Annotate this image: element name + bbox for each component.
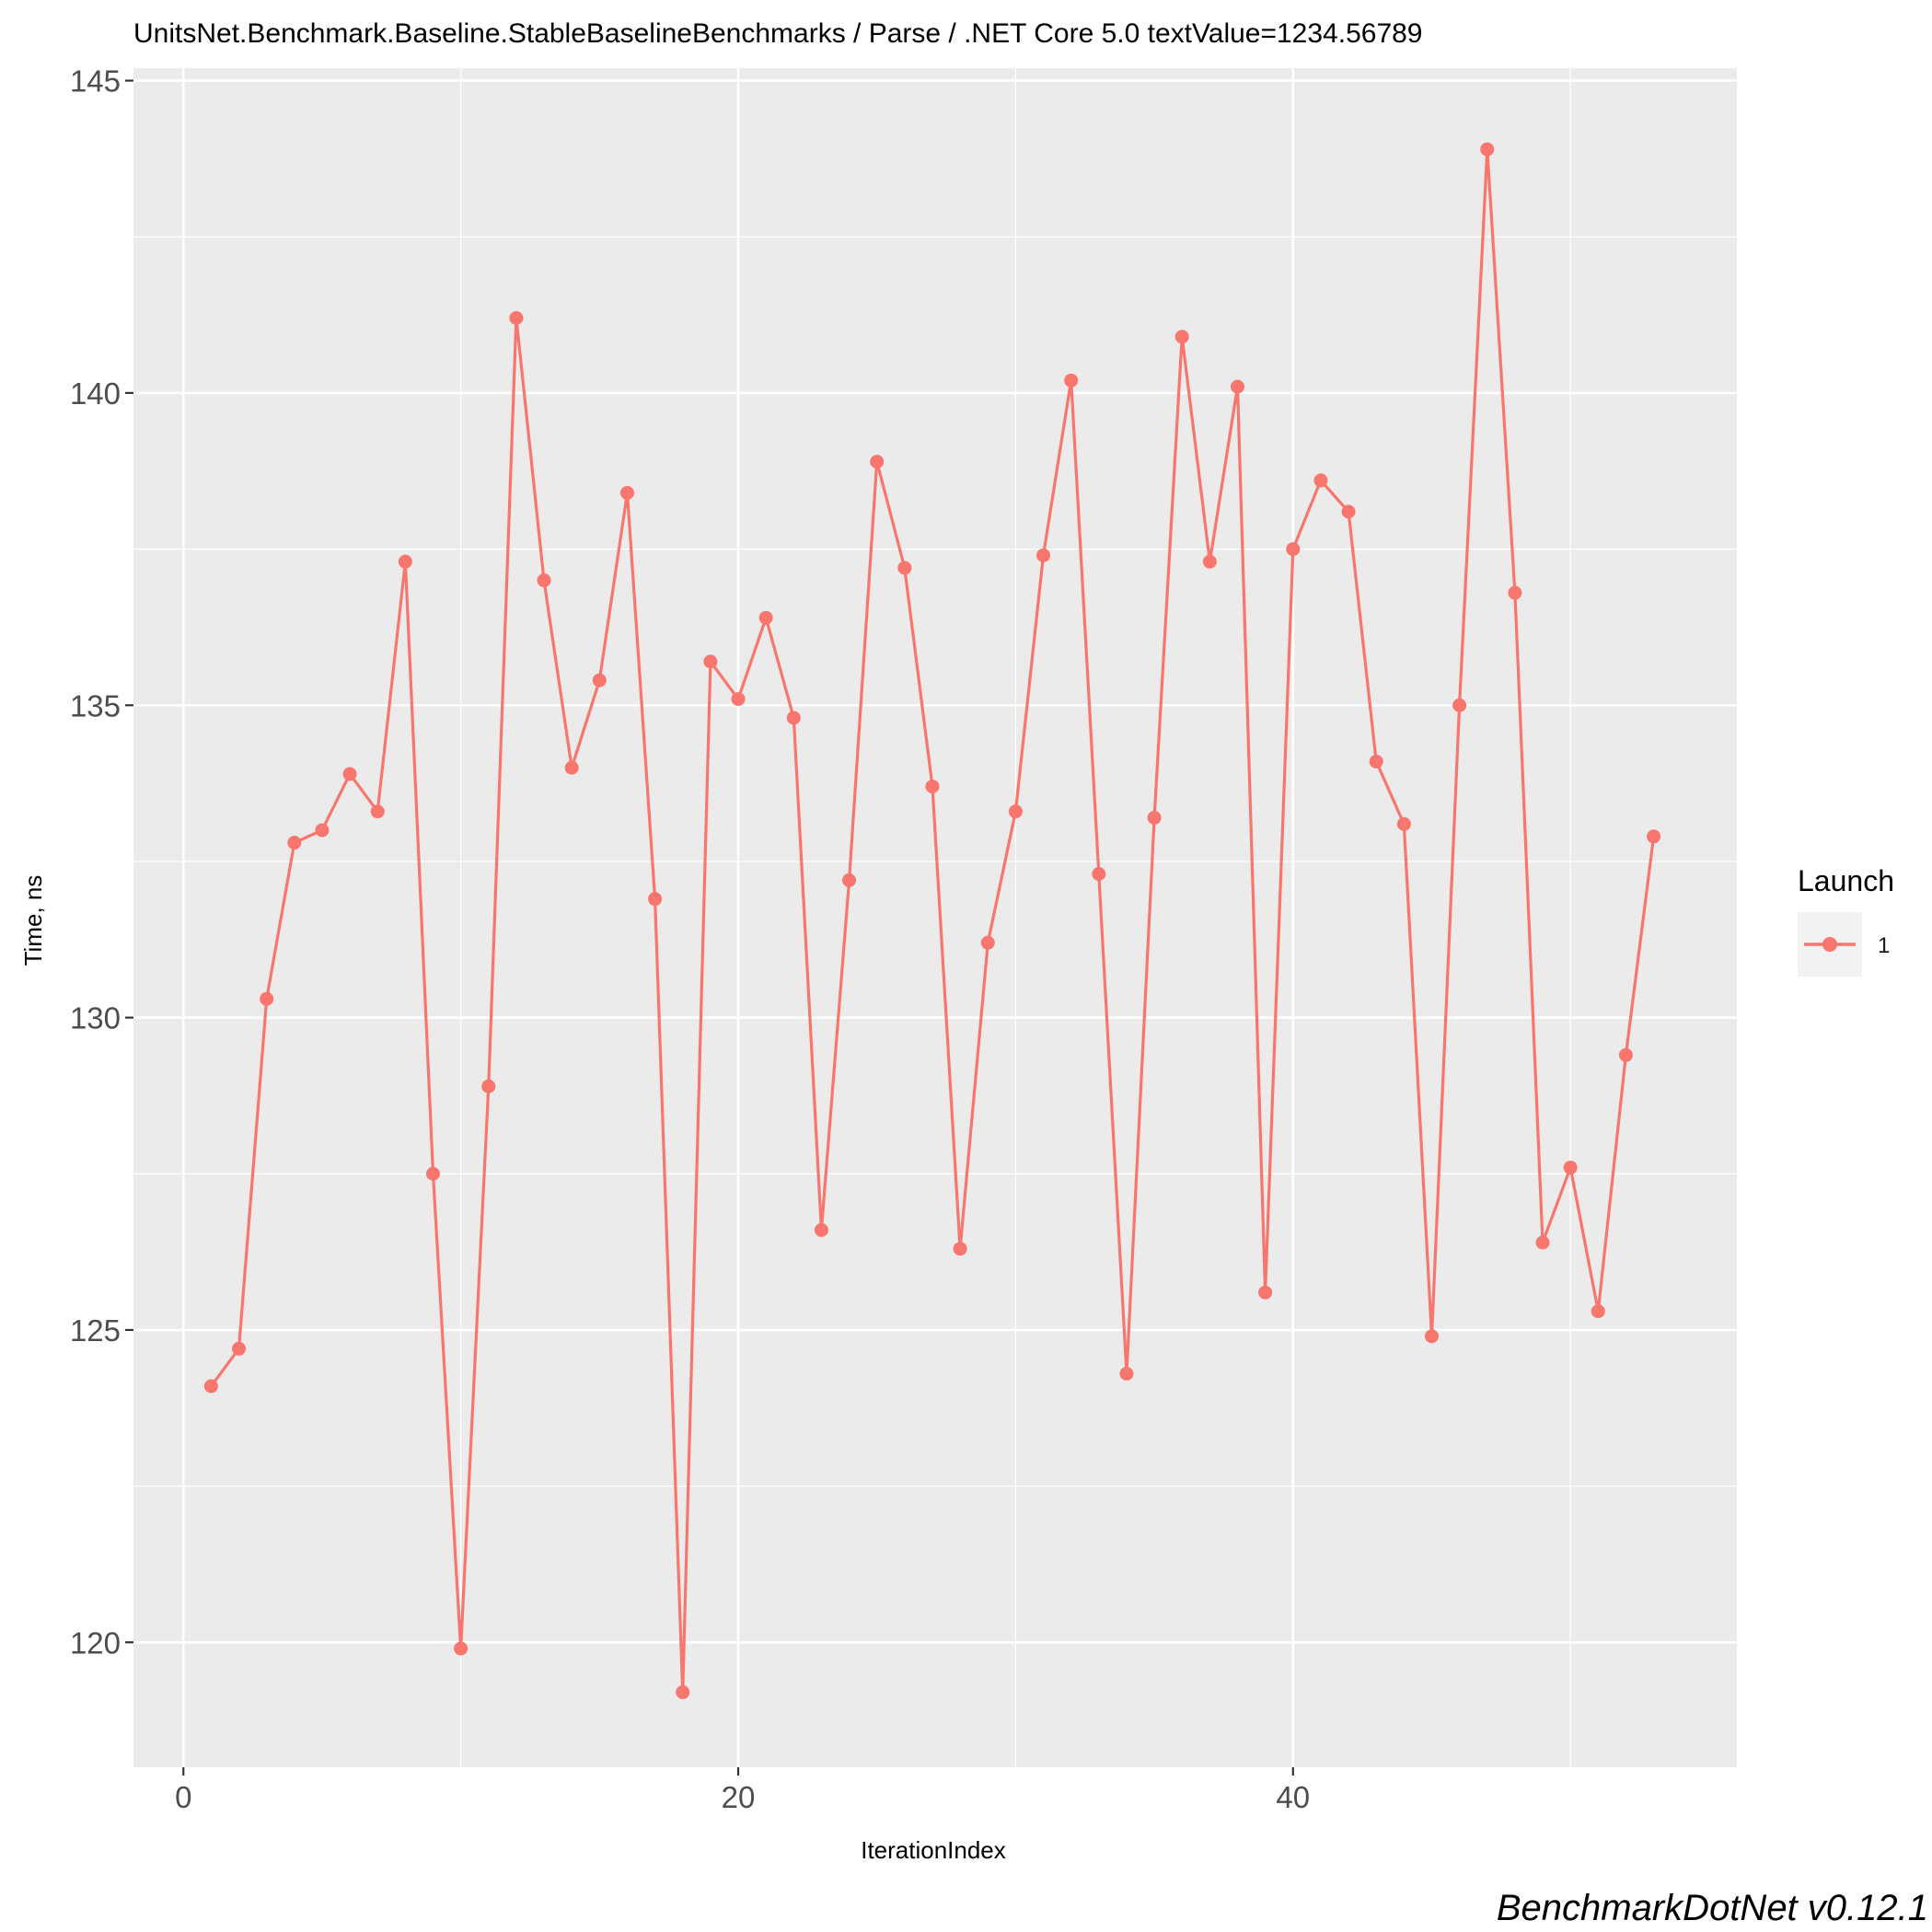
data-point — [980, 935, 995, 950]
y-tick-label: 135 — [70, 688, 121, 723]
data-point — [454, 1641, 469, 1656]
data-point — [648, 892, 663, 907]
legend-key-point — [1822, 937, 1837, 952]
data-point — [1064, 373, 1079, 388]
data-point — [1508, 585, 1522, 600]
data-point — [786, 711, 801, 725]
data-point — [260, 991, 274, 1006]
data-point — [592, 673, 607, 688]
data-point — [1202, 554, 1217, 569]
data-point — [1258, 1285, 1273, 1300]
data-point — [758, 610, 773, 625]
data-point — [1563, 1160, 1578, 1174]
minor-gridlines — [133, 68, 1737, 1767]
data-point — [1092, 866, 1106, 881]
plot-panel — [133, 68, 1737, 1767]
data-point — [619, 486, 634, 500]
x-tick-label: 0 — [175, 1780, 191, 1814]
data-point — [925, 779, 940, 793]
data-point — [1119, 1366, 1134, 1381]
data-point — [1480, 142, 1495, 156]
data-point — [1452, 698, 1467, 712]
data-point — [1174, 330, 1189, 344]
data-point — [1036, 548, 1051, 562]
y-tick-label: 130 — [70, 1001, 121, 1035]
series-layer — [203, 142, 1661, 1700]
y-axis-title: Time, ns — [19, 875, 47, 966]
data-point — [842, 873, 857, 887]
data-point — [870, 455, 885, 469]
data-point — [1369, 754, 1383, 769]
chart-title: UnitsNet.Benchmark.Baseline.StableBaseli… — [133, 18, 1423, 49]
data-point — [564, 760, 579, 775]
data-point — [203, 1379, 218, 1394]
x-axis: 0 20 40 — [175, 1767, 1310, 1814]
data-point — [731, 691, 746, 706]
y-tick-label: 125 — [70, 1313, 121, 1348]
legend-label: 1 — [1878, 933, 1890, 958]
legend-title: Launch — [1798, 864, 1894, 897]
data-point — [814, 1222, 828, 1237]
data-point — [425, 1166, 440, 1181]
y-tick-label: 145 — [70, 64, 121, 98]
data-point — [232, 1341, 247, 1356]
data-point — [1424, 1329, 1439, 1344]
data-point — [481, 1079, 496, 1093]
y-tick-label: 120 — [70, 1625, 121, 1660]
data-point — [953, 1242, 967, 1256]
data-point — [1286, 542, 1301, 557]
data-point — [1535, 1235, 1550, 1250]
legend: Launch 1 — [1798, 864, 1894, 977]
y-axis: 120 125 130 135 140 145 — [70, 64, 133, 1660]
data-point — [398, 554, 412, 569]
data-point — [1008, 804, 1023, 819]
x-axis-title: IterationIndex — [861, 1836, 1006, 1864]
data-point — [370, 804, 385, 819]
data-point — [1396, 816, 1411, 831]
data-point — [1231, 379, 1245, 394]
major-gridlines — [133, 68, 1737, 1767]
data-point — [287, 836, 302, 850]
data-point — [703, 654, 718, 669]
data-point — [1147, 810, 1162, 825]
data-point — [315, 823, 330, 838]
data-point — [897, 561, 912, 575]
data-point — [1647, 829, 1661, 844]
data-point — [1591, 1304, 1605, 1319]
y-tick-label: 140 — [70, 376, 121, 411]
data-point — [1618, 1047, 1633, 1062]
data-point — [1313, 473, 1328, 488]
data-point — [1341, 504, 1356, 519]
data-point — [537, 573, 551, 588]
data-point — [342, 767, 357, 781]
data-point — [676, 1685, 690, 1700]
caption: BenchmarkDotNet v0.12.1 — [1497, 1888, 1928, 1928]
x-tick-label: 40 — [1276, 1780, 1310, 1814]
x-tick-label: 20 — [722, 1780, 756, 1814]
data-point — [509, 310, 524, 325]
